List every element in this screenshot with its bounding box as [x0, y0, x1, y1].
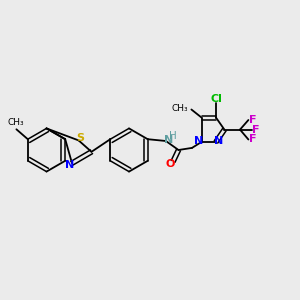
- Text: CH₃: CH₃: [7, 118, 24, 127]
- Text: O: O: [165, 159, 175, 170]
- Text: N: N: [214, 136, 224, 146]
- Text: S: S: [76, 133, 84, 143]
- Text: N: N: [65, 160, 74, 170]
- Text: N: N: [194, 136, 203, 146]
- Text: F: F: [248, 115, 256, 125]
- Text: CH₃: CH₃: [172, 104, 188, 113]
- Text: H: H: [169, 131, 176, 141]
- Text: N: N: [164, 135, 173, 146]
- Text: Cl: Cl: [210, 94, 222, 104]
- Text: F: F: [252, 124, 260, 135]
- Text: F: F: [248, 134, 256, 145]
